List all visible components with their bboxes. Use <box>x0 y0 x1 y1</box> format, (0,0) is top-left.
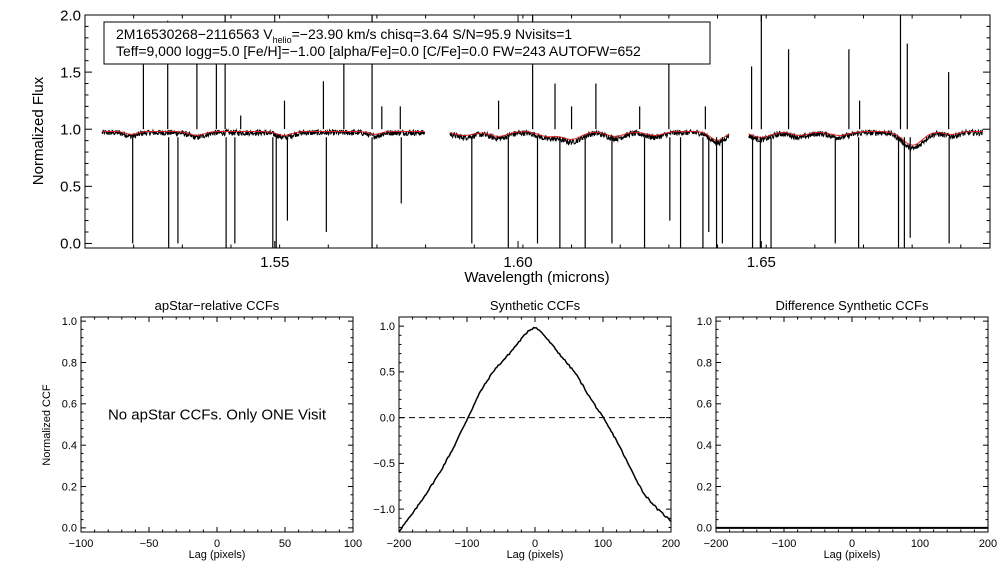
spectrum-x-tick-label: 1.55 <box>260 254 289 271</box>
synthetic-x-tick-label: −200 <box>387 538 412 550</box>
spectrum-axes-frame <box>84 14 991 249</box>
synthetic-y-tick-label: 1.0 <box>380 321 395 333</box>
apstar-y-tick-label: 0.6 <box>62 399 77 411</box>
synthetic-ccf-panel: Synthetic CCFs −200 −100 0 100 200 −1.0 −0.5 0.… <box>373 298 680 561</box>
apstar-x-tick-label: −100 <box>69 538 94 550</box>
difference-ccf-title: Difference Synthetic CCFs <box>776 298 929 313</box>
annotation-line-2: Teff=9,000 logg=5.0 [Fe/H]=−1.00 [alpha/… <box>116 43 641 59</box>
synthetic-x-tick-label: 100 <box>594 538 612 550</box>
synthetic-x-tick-label: 200 <box>662 538 680 550</box>
spectrum-ticks: 1.55 1.60 1.65 0.0 0.5 1.0 1.5 2.0 <box>60 7 990 271</box>
synthetic-y-tick-label: 0.5 <box>380 367 395 379</box>
spectrum-annotation-box: 2M16530268−2116563 Vhelio=−23.90 km/s ch… <box>103 21 711 65</box>
spectrum-y-tick-label: 2.0 <box>60 7 81 24</box>
model-spectrum-chip-3 <box>748 131 983 146</box>
apstar-ccf-title: apStar−relative CCFs <box>155 298 280 313</box>
apstar-x-tick-label: 100 <box>344 538 362 550</box>
difference-ccf-x-axis-label: Lag (pixels) <box>824 549 881 561</box>
apstar-ccf-x-axis-label: Lag (pixels) <box>189 549 246 561</box>
model-spectrum-chip-1 <box>102 131 425 136</box>
difference-x-tick-label: 100 <box>911 538 929 550</box>
annotation-line-1: 2M16530268−2116563 Vhelio=−23.90 km/s ch… <box>116 26 572 45</box>
difference-ccf-ticks: −200 −100 0 100 200 0.0 0.2 0.4 0.6 0.8 1.0 <box>697 316 997 550</box>
apstar-x-tick-label: 0 <box>214 538 220 550</box>
difference-x-tick-label: 200 <box>979 538 997 550</box>
spectrum-x-tick-label: 1.65 <box>747 254 776 271</box>
synthetic-x-tick-label: 0 <box>532 538 538 550</box>
spectrum-panel: 1.55 1.60 1.65 0.0 0.5 1.0 1.5 2.0 Wavelength (… <box>30 7 991 286</box>
annotation-values: =−23.90 km/s chisq=3.64 S/N=95.9 Nvisits… <box>292 26 573 42</box>
synthetic-y-tick-label: 0.0 <box>380 412 395 424</box>
apstar-y-tick-label: 0.8 <box>62 357 77 369</box>
spectrum-y-axis-label: Normalized Flux <box>30 76 47 185</box>
difference-x-tick-label: −200 <box>704 538 729 550</box>
spectrum-x-axis-label: Wavelength (microns) <box>464 269 609 286</box>
synthetic-ccf-plot-area <box>398 326 672 533</box>
synthetic-y-tick-label: −0.5 <box>373 458 395 470</box>
synthetic-x-tick-label: −100 <box>455 538 480 550</box>
spectrum-y-tick-label: 1.0 <box>60 121 81 138</box>
spectrum-y-tick-label: 0.0 <box>60 236 81 253</box>
apstar-y-tick-label: 0.4 <box>62 440 77 452</box>
difference-ccf-panel: Difference Synthetic CCFs −200 −100 0 100 20… <box>697 298 997 561</box>
synthetic-y-tick-label: −1.0 <box>373 504 395 516</box>
synthetic-ccf-ticks: −200 −100 0 100 200 −1.0 −0.5 0.0 0.5 1.0 <box>373 316 680 550</box>
difference-y-tick-label: 0.6 <box>697 399 712 411</box>
difference-y-tick-label: 1.0 <box>697 316 712 328</box>
difference-y-tick-label: 0.2 <box>697 481 712 493</box>
apstar-ccf-ticks: −100 −50 0 50 100 0.0 0.2 0.4 0.6 0.8 1.0 <box>62 316 362 550</box>
annotation-box-frame <box>103 21 711 65</box>
spectrum-x-tick-label: 1.60 <box>503 254 532 271</box>
difference-x-tick-label: −100 <box>772 538 797 550</box>
apstar-y-tick-label: 0.2 <box>62 481 77 493</box>
apstar-y-tick-label: 1.0 <box>62 316 77 328</box>
no-ccf-message: No apStar CCFs. Only ONE Visit <box>108 406 327 423</box>
apstar-ccf-y-axis-label: Normalized CCF <box>41 384 53 466</box>
apstar-y-tick-label: 0.0 <box>62 523 77 535</box>
difference-y-tick-label: 0.4 <box>697 440 712 452</box>
spectrum-y-tick-label: 1.5 <box>60 64 81 81</box>
spectrum-plot-area <box>101 15 984 248</box>
synthetic-ccf-curve <box>398 326 672 533</box>
synthetic-ccf-title: Synthetic CCFs <box>490 298 581 313</box>
apstar-x-tick-label: −50 <box>140 538 159 550</box>
annotation-subscript: helio <box>273 35 292 45</box>
model-spectrum-chip-2 <box>449 131 729 141</box>
difference-y-tick-label: 0.0 <box>697 523 712 535</box>
apstar-x-tick-label: 50 <box>279 538 291 550</box>
annotation-star-id: 2M16530268−2116563 V <box>116 26 273 42</box>
spectrum-y-tick-label: 0.5 <box>60 179 81 196</box>
difference-x-tick-label: 0 <box>849 538 855 550</box>
difference-y-tick-label: 0.8 <box>697 357 712 369</box>
synthetic-ccf-x-axis-label: Lag (pixels) <box>507 549 564 561</box>
apstar-ccf-panel: apStar−relative CCFs −100 −50 0 50 100 0.0 0.2… <box>41 298 362 561</box>
